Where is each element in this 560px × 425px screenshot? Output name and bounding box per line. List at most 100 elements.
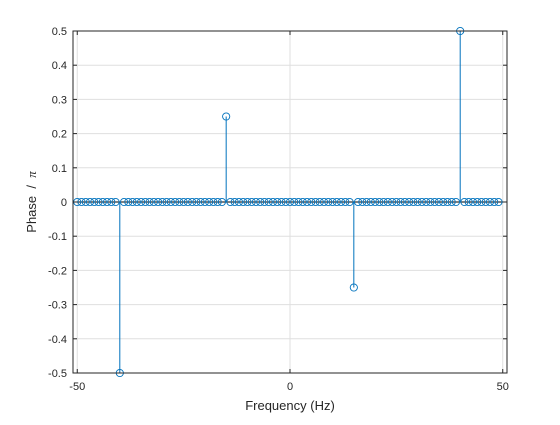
stem (90, 197, 99, 207)
stem (392, 197, 401, 207)
stem (188, 197, 197, 207)
stem (158, 197, 167, 207)
stem (345, 197, 354, 207)
stem-marker (430, 197, 439, 207)
stem (426, 197, 435, 207)
stem (490, 197, 499, 207)
stem (230, 197, 239, 207)
stem-marker (205, 197, 214, 207)
stem (358, 197, 367, 207)
stem-marker (354, 197, 363, 207)
y-tick-label: 0.5 (52, 26, 67, 38)
stem-marker (468, 197, 478, 207)
stem-marker (417, 197, 426, 207)
stem (473, 197, 482, 207)
stem (354, 197, 363, 207)
stem-marker (396, 197, 405, 207)
stem (277, 197, 286, 207)
stem (192, 197, 201, 207)
stem-marker (239, 197, 248, 207)
stem-marker (171, 197, 180, 207)
stem-marker (290, 197, 299, 207)
stem-marker (371, 197, 380, 207)
stem (430, 197, 439, 207)
stem-marker (175, 197, 184, 207)
x-tick-label: 0 (287, 381, 293, 393)
stem-marker (77, 197, 86, 207)
stem-marker (362, 197, 371, 207)
stem-marker (473, 197, 482, 207)
stem-marker (120, 197, 129, 207)
stem-marker (324, 197, 333, 207)
stem-marker (422, 197, 431, 207)
stem-marker (268, 197, 278, 207)
stem-marker (247, 197, 256, 207)
stem-marker (251, 197, 261, 207)
stem (251, 197, 261, 207)
stem (422, 197, 431, 207)
stem-marker (358, 197, 367, 207)
stem (307, 197, 316, 207)
stem-marker (302, 197, 312, 207)
stem (145, 197, 154, 207)
stem (481, 197, 490, 207)
y-axis-label: Phase / π (24, 171, 39, 233)
stem (337, 197, 346, 207)
stem (477, 197, 486, 207)
stem (247, 197, 256, 207)
stem-marker (409, 197, 418, 207)
stem-marker (460, 197, 469, 207)
stem (243, 197, 252, 207)
stem-marker (413, 197, 422, 207)
stem (268, 197, 278, 207)
stem-marker (226, 197, 235, 207)
stem (443, 197, 452, 207)
stem (417, 197, 426, 207)
stem (141, 197, 150, 207)
stem (405, 197, 414, 207)
stem-marker (166, 197, 175, 207)
stem (400, 197, 409, 207)
stem (107, 197, 116, 207)
stem (124, 197, 133, 207)
stem (154, 197, 163, 207)
stem-marker (307, 197, 316, 207)
stem (264, 197, 273, 207)
stem-marker (149, 197, 158, 207)
stem (234, 197, 243, 207)
stem (379, 197, 388, 207)
stem (102, 197, 112, 207)
stem-marker (213, 197, 222, 207)
stem (209, 197, 218, 207)
stem (439, 197, 448, 207)
stem (451, 197, 460, 207)
stem-marker (341, 197, 350, 207)
y-tick-label: -0.1 (48, 231, 67, 243)
stem-marker (243, 197, 252, 207)
stem-marker (94, 197, 103, 207)
stem-marker (256, 197, 265, 207)
stem-marker (90, 197, 99, 207)
stem (213, 197, 222, 207)
stem (179, 197, 188, 207)
y-axis-ticks: -0.5 -0.4 -0.3 -0.2 -0.1 0 0.1 0.2 0.3 0.4 0.5 (48, 26, 507, 380)
stem-marker (196, 197, 205, 207)
stem (111, 197, 120, 207)
stem-marker (315, 197, 324, 207)
stem (260, 197, 269, 207)
stem-marker (379, 197, 388, 207)
stem (256, 197, 265, 207)
stem (285, 197, 295, 207)
stem (77, 197, 86, 207)
stem-marker (345, 197, 354, 207)
stem-marker (439, 197, 448, 207)
stem-marker (154, 197, 163, 207)
stem (324, 197, 333, 207)
stem-marker (132, 197, 141, 207)
stem-marker (392, 197, 401, 207)
stem (447, 197, 456, 207)
stem-marker (158, 197, 167, 207)
stem-marker (145, 197, 154, 207)
